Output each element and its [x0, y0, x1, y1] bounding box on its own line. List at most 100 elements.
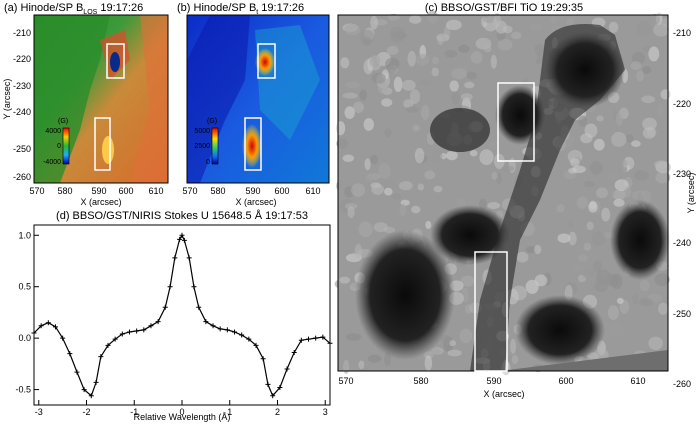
- granule: [483, 14, 495, 24]
- granule: [371, 72, 386, 84]
- granule: [501, 165, 514, 172]
- granule: [449, 80, 459, 92]
- granule: [490, 54, 497, 69]
- panel-d-ticks: -3 -2 -1 0 1 2 3 -0.5 0.0 0.5 1.0: [15, 230, 327, 417]
- granule: [510, 31, 522, 40]
- granule: [401, 79, 416, 91]
- panel-b-xlabel: X (arcsec): [235, 197, 276, 207]
- data-point: [224, 327, 230, 333]
- panel-b-xticks: 570 580 590 600 610: [182, 186, 320, 196]
- data-point: [119, 331, 125, 337]
- granule: [577, 254, 588, 262]
- data-point: [38, 323, 44, 329]
- panel-c-pores: [430, 108, 490, 152]
- granule: [534, 244, 542, 255]
- panel-b-colorbar-tick: 2500: [194, 143, 210, 150]
- granule: [359, 89, 368, 101]
- panel-a-title: (a) Hinode/SP BLOS 19:17:26: [4, 2, 143, 16]
- granule: [596, 115, 604, 122]
- granule: [510, 338, 517, 354]
- granule: [420, 79, 433, 86]
- granule: [431, 67, 439, 77]
- granule: [642, 117, 657, 131]
- granule: [345, 333, 362, 341]
- x-tick-label: 3: [323, 407, 328, 417]
- granule: [583, 242, 592, 251]
- x-tick-label: 590: [91, 186, 106, 196]
- granule: [354, 244, 363, 259]
- x-tick-label: 580: [210, 186, 225, 196]
- granule: [584, 123, 598, 138]
- panel-c-xticks: 570 580 590 600 610: [338, 376, 645, 386]
- granule: [610, 323, 625, 337]
- granule: [446, 150, 458, 161]
- granule: [409, 89, 421, 104]
- granule: [613, 198, 625, 207]
- y-tick-label: -230: [673, 169, 691, 179]
- data-point: [291, 350, 297, 356]
- panel-d-xlabel: Relative Wavelength (Å): [134, 412, 231, 422]
- granule: [371, 183, 384, 195]
- granule: [583, 180, 595, 188]
- data-point: [313, 335, 319, 341]
- granule: [336, 179, 346, 192]
- granule: [567, 219, 575, 229]
- data-point: [327, 340, 333, 346]
- granule: [636, 21, 651, 37]
- data-point: [298, 337, 304, 343]
- granule: [639, 298, 653, 307]
- granule: [392, 31, 407, 39]
- granule: [342, 92, 358, 99]
- granule: [363, 118, 374, 131]
- granule: [589, 161, 603, 175]
- data-point: [260, 356, 266, 362]
- granule: [630, 61, 642, 71]
- granule: [654, 273, 670, 287]
- data-point: [246, 336, 252, 342]
- granule: [421, 105, 430, 120]
- y-tick-label: -220: [673, 99, 691, 109]
- granule: [442, 334, 451, 346]
- data-point: [306, 336, 312, 342]
- panel-b: (b) Hinode/SP Bt 19:17:26 (G) 5000 2500 …: [177, 2, 330, 207]
- panel-c-corner-blank: [500, 350, 668, 371]
- granule: [469, 150, 478, 157]
- panel-a-box-upper: [106, 43, 125, 79]
- data-point: [179, 232, 185, 238]
- granule: [550, 15, 557, 24]
- panel-c-yticks: -210 -220 -230 -240 -250 -260: [673, 28, 691, 389]
- panel-c: (c) BBSO/GST/BFI TiO 19:29:35 -210 -220 …: [334, 2, 696, 399]
- data-point: [155, 319, 161, 325]
- panel-a: (a) Hinode/SP BLOS 19:17:26 (G) 4000 0 -…: [2, 2, 169, 207]
- granule: [415, 54, 430, 66]
- granule: [639, 279, 650, 292]
- granule: [417, 183, 425, 191]
- granule: [458, 44, 470, 53]
- y-tick-label: 0.0: [18, 333, 31, 343]
- granule: [344, 23, 361, 36]
- panel-c-umbra-lower-right: [515, 295, 605, 365]
- granule: [451, 91, 461, 106]
- data-point: [134, 328, 140, 334]
- granule: [594, 349, 609, 361]
- granule: [384, 128, 392, 138]
- granule: [615, 111, 623, 127]
- x-tick-label: 570: [338, 376, 353, 386]
- panel-b-colorbar-tick: 5000: [194, 128, 210, 135]
- granule: [407, 50, 417, 67]
- granule: [488, 142, 499, 150]
- granule: [353, 101, 364, 114]
- data-point: [239, 332, 245, 338]
- data-point: [217, 326, 223, 332]
- granule: [460, 275, 475, 287]
- granule: [398, 181, 413, 191]
- x-tick-label: 570: [182, 186, 197, 196]
- panel-c-umbra-mid: [495, 85, 545, 145]
- granule: [470, 51, 483, 64]
- granule: [608, 21, 619, 33]
- granule: [611, 131, 627, 147]
- panel-a-colorbar: [62, 127, 70, 165]
- granule: [392, 193, 401, 200]
- x-tick-label: 570: [29, 186, 44, 196]
